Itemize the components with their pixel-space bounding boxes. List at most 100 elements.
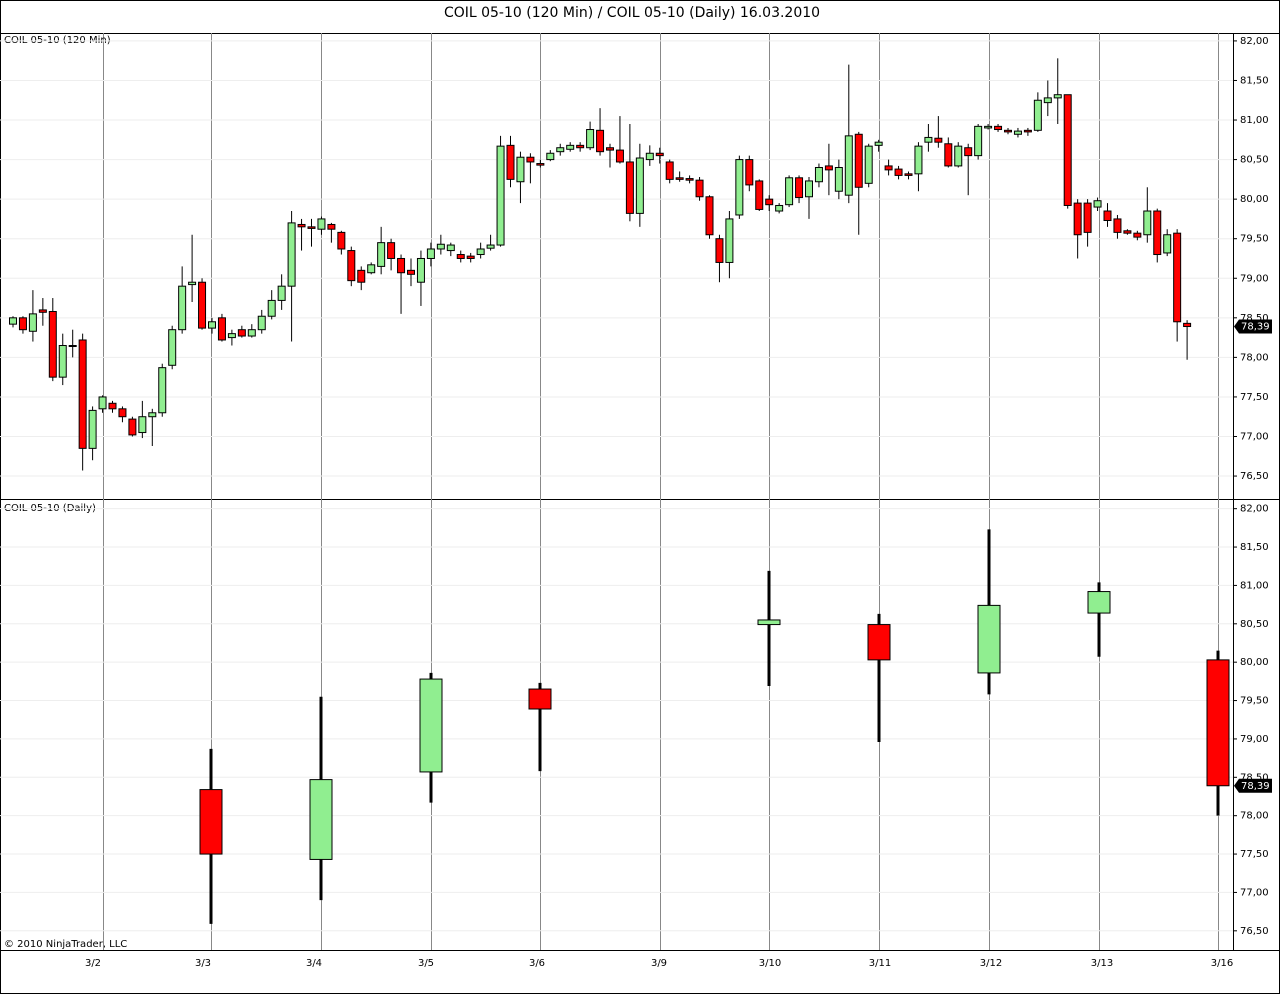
- candle-body: [237, 329, 246, 337]
- candle-body: [546, 152, 555, 161]
- candle-body: [1087, 591, 1111, 614]
- candle-body: [1103, 210, 1112, 222]
- candle-body: [128, 418, 137, 436]
- candle-body: [496, 145, 505, 246]
- candle-body: [377, 242, 386, 267]
- y-tick-label: 78,00: [1240, 352, 1269, 363]
- candle-body: [1206, 659, 1230, 787]
- candle-body: [528, 688, 552, 710]
- candle-body: [864, 145, 873, 184]
- candle-body: [198, 281, 207, 329]
- candle-body: [506, 144, 515, 180]
- candle-body: [118, 408, 127, 418]
- y-tick-label: 78,00: [1240, 811, 1269, 822]
- y-tick-label: 81,00: [1240, 580, 1269, 591]
- last-price-marker: [1234, 778, 1272, 793]
- candle-body: [785, 177, 794, 206]
- y-tick-label: 80,00: [1240, 657, 1269, 668]
- y-tick-label: 77,50: [1240, 849, 1269, 860]
- candle-body: [58, 345, 67, 378]
- candle-body: [446, 244, 455, 252]
- candle-body: [566, 144, 575, 150]
- candle-body: [28, 313, 37, 332]
- candle-body: [844, 135, 853, 196]
- candle-body: [635, 157, 644, 214]
- candle-body: [1143, 210, 1152, 236]
- copyright: © 2010 NinjaTrader, LLC: [4, 939, 127, 950]
- last-price-label: 78,39: [1241, 322, 1270, 333]
- y-tick-label: 79,00: [1240, 273, 1269, 284]
- candle-body: [98, 396, 107, 410]
- candle-body: [168, 329, 177, 366]
- candle-body: [9, 317, 17, 325]
- candle-body: [277, 285, 286, 301]
- y-tick-label: 80,50: [1240, 619, 1269, 630]
- candle-body: [795, 177, 804, 199]
- candle-body: [416, 257, 425, 283]
- candle-body: [466, 255, 475, 259]
- y-tick-label: 78,50: [1240, 772, 1269, 783]
- candle-body: [247, 329, 256, 337]
- candle-body: [695, 179, 704, 198]
- candle-body: [526, 156, 535, 163]
- y-tick-label: 80,50: [1240, 155, 1269, 166]
- x-tick-label: 3/9: [651, 958, 667, 969]
- x-tick-label: 3/5: [418, 958, 434, 969]
- candle-body: [337, 231, 346, 250]
- candle-body: [705, 196, 714, 236]
- candle-body: [1133, 232, 1142, 238]
- chart-title: COIL 05-10 (120 Min) / COIL 05-10 (Daily…: [444, 5, 820, 21]
- candle-body: [745, 159, 754, 186]
- last-price-label: 78,39: [1241, 781, 1270, 792]
- y-tick-label: 79,50: [1240, 696, 1269, 707]
- candle-body: [775, 204, 784, 212]
- candle-body: [456, 254, 465, 259]
- candle-body: [984, 125, 993, 129]
- candle-body: [977, 604, 1001, 674]
- y-tick-label: 77,00: [1240, 887, 1269, 898]
- y-tick-label: 81,50: [1240, 75, 1269, 86]
- candle-body: [1083, 202, 1092, 233]
- candle-body: [486, 244, 495, 249]
- candle-body: [1013, 130, 1022, 135]
- x-tick-label: 3/2: [85, 958, 101, 969]
- candle-body: [68, 345, 77, 348]
- candle-body: [297, 223, 306, 228]
- candle-body: [257, 315, 266, 331]
- candle-body: [327, 223, 336, 230]
- candle-body: [436, 243, 445, 250]
- y-tick-label: 77,00: [1240, 431, 1269, 442]
- candle-body: [536, 163, 545, 166]
- candle-body: [476, 248, 485, 256]
- candle-body: [1123, 230, 1132, 234]
- candle-body: [309, 779, 333, 860]
- candle-body: [347, 250, 356, 282]
- candle-body: [199, 789, 223, 855]
- candle-body: [227, 333, 236, 339]
- candle-body: [48, 310, 57, 378]
- candle-body: [954, 145, 963, 167]
- candle-body: [1153, 210, 1162, 256]
- candle-body: [765, 198, 774, 206]
- candle-body: [516, 156, 525, 183]
- candle-body: [964, 147, 973, 157]
- x-tick-label: 3/13: [1091, 958, 1113, 969]
- candle-body: [367, 264, 376, 274]
- candle-body: [1173, 232, 1182, 323]
- candle-body: [586, 129, 595, 149]
- candle-body: [596, 129, 605, 153]
- candle-body: [974, 125, 983, 157]
- candle-body: [924, 136, 933, 143]
- y-tick-label: 82,00: [1240, 36, 1269, 47]
- candle-body: [824, 165, 833, 171]
- candle-body: [874, 141, 883, 146]
- candle-body: [287, 222, 296, 287]
- candle-body: [675, 177, 684, 180]
- candle-body: [208, 321, 216, 329]
- candle-body: [38, 309, 47, 313]
- y-tick-label: 78,50: [1240, 313, 1269, 324]
- candle-body: [805, 180, 813, 198]
- candle-body: [357, 269, 366, 283]
- candle-body: [934, 137, 943, 143]
- y-tick-label: 81,50: [1240, 542, 1269, 553]
